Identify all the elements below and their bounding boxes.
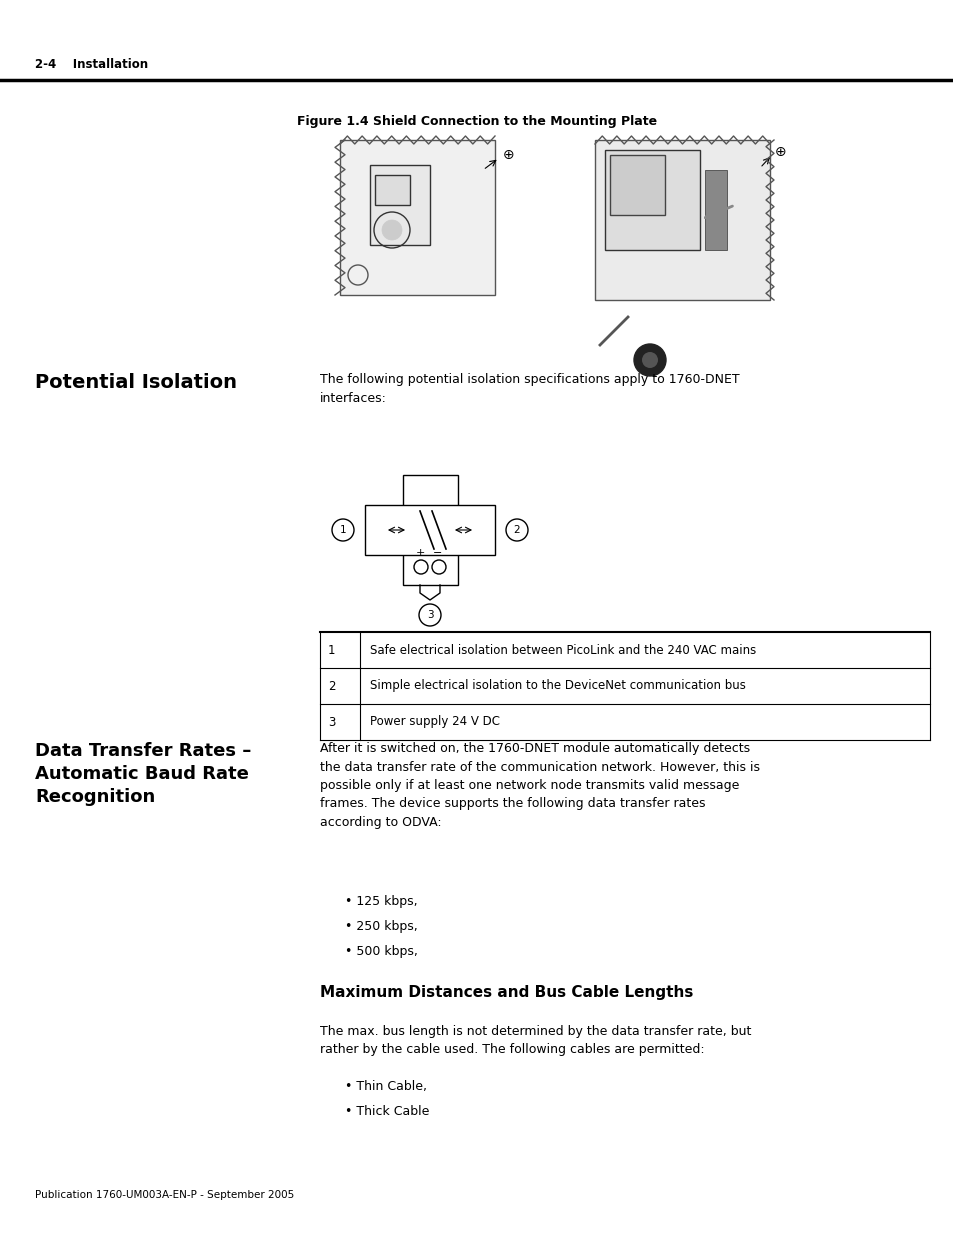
Text: The following potential isolation specifications apply to 1760-DNET
interfaces:: The following potential isolation specif…: [319, 373, 739, 405]
Text: 2: 2: [328, 679, 335, 693]
Text: • 250 kbps,: • 250 kbps,: [345, 920, 417, 932]
Text: Power supply 24 V DC: Power supply 24 V DC: [370, 715, 499, 729]
Bar: [365, 505, 495, 555]
Text: Publication 1760-UM003A-EN-P - September 2005: Publication 1760-UM003A-EN-P - September…: [35, 1191, 294, 1200]
Text: Figure 1.4 Shield Connection to the Mounting Plate: Figure 1.4 Shield Connection to the Moun…: [296, 115, 657, 128]
Bar: [595, 140, 769, 300]
Circle shape: [641, 352, 658, 368]
Text: Simple electrical isolation to the DeviceNet communication bus: Simple electrical isolation to the Devic…: [370, 679, 745, 693]
Bar: [339, 140, 495, 295]
Text: −: −: [433, 548, 442, 558]
Text: • Thick Cable: • Thick Cable: [345, 1105, 429, 1118]
Text: 3: 3: [328, 715, 335, 729]
Text: Safe electrical isolation between PicoLink and the 240 VAC mains: Safe electrical isolation between PicoLi…: [370, 643, 756, 657]
Bar: [370, 165, 430, 245]
Text: 3: 3: [426, 610, 433, 620]
Bar: [402, 475, 457, 585]
Text: 2: 2: [513, 525, 519, 535]
Text: After it is switched on, the 1760-DNET module automatically detects
the data tra: After it is switched on, the 1760-DNET m…: [319, 742, 760, 829]
Bar: [604, 149, 700, 249]
Text: • Thin Cable,: • Thin Cable,: [345, 1079, 427, 1093]
Text: Data Transfer Rates –
Automatic Baud Rate
Recognition: Data Transfer Rates – Automatic Baud Rat…: [35, 742, 251, 805]
Text: Maximum Distances and Bus Cable Lengths: Maximum Distances and Bus Cable Lengths: [319, 986, 693, 1000]
Circle shape: [634, 345, 665, 375]
Circle shape: [381, 220, 401, 240]
Text: 2-4    Installation: 2-4 Installation: [35, 58, 148, 72]
Bar: [704, 170, 726, 249]
Text: ⊕: ⊕: [502, 148, 514, 162]
Text: • 500 kbps,: • 500 kbps,: [345, 945, 417, 958]
Bar: [609, 156, 664, 215]
Text: Potential Isolation: Potential Isolation: [35, 373, 236, 391]
Bar: [375, 175, 410, 205]
Text: 1: 1: [339, 525, 346, 535]
Text: ⊕: ⊕: [774, 144, 786, 159]
Text: +: +: [415, 548, 424, 558]
Text: 1: 1: [328, 643, 335, 657]
Text: The max. bus length is not determined by the data transfer rate, but
rather by t: The max. bus length is not determined by…: [319, 1025, 751, 1056]
Text: • 125 kbps,: • 125 kbps,: [345, 895, 417, 908]
